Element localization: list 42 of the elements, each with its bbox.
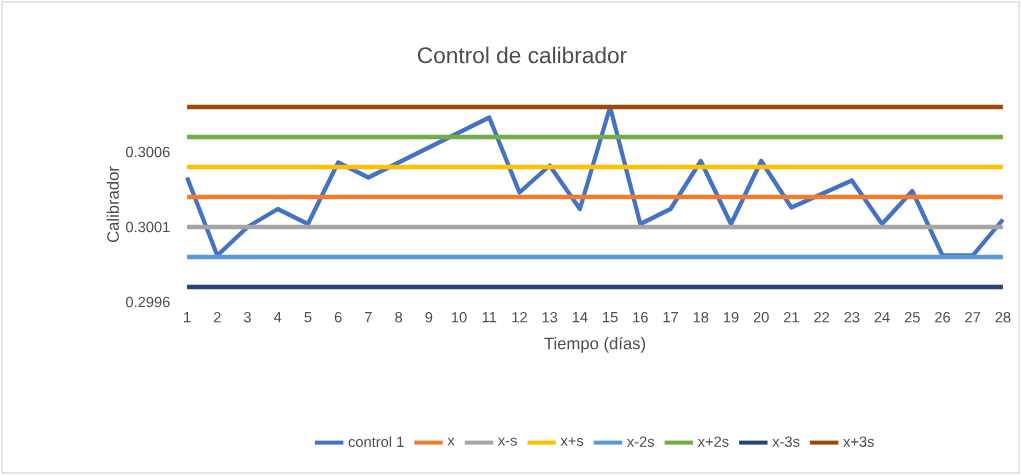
x-tick-label: 14 (572, 312, 588, 323)
x-tick-label: 26 (935, 312, 950, 323)
legend-label: x-3s (772, 436, 800, 447)
x-tick-label: 10 (451, 312, 467, 323)
x-tick-label: 25 (904, 312, 920, 323)
legend-label: x+3s (843, 436, 874, 447)
x-tick-label: 5 (304, 312, 312, 323)
x-tick-label: 27 (965, 312, 981, 323)
x-tick-label: 13 (542, 312, 558, 323)
chart-title: Control de calibrador (417, 46, 627, 64)
x-tick-label: 23 (844, 312, 860, 323)
x-tick-label: 24 (874, 312, 890, 323)
x-tick-label: 19 (723, 312, 739, 323)
y-tick-label: 0.2996 (126, 296, 170, 308)
legend-label: x-2s (627, 436, 655, 447)
x-tick-label: 18 (693, 312, 709, 323)
x-tick-label: 22 (814, 312, 830, 323)
x-tick-label: 3 (244, 312, 251, 323)
x-tick-label: 1 (184, 312, 191, 323)
x-tick-label: 17 (663, 312, 678, 323)
x-tick-label: 7 (365, 312, 372, 323)
legend-label: x-s (498, 437, 517, 446)
x-tick-label: 9 (425, 312, 433, 323)
legend-label: x+2s (697, 436, 729, 447)
legend-label: x+s (560, 437, 584, 446)
x-tick-label: 8 (395, 312, 403, 323)
x-tick-label: 2 (213, 312, 221, 323)
x-tick-label: 15 (603, 312, 618, 323)
x-tick-label: 16 (633, 312, 648, 323)
legend-label: control 1 (348, 436, 404, 448)
y-tick-label: 0.3001 (126, 221, 170, 233)
x-tick-label: 12 (512, 312, 527, 323)
x-tick-label: 4 (273, 312, 282, 323)
x-tick-label: 11 (482, 312, 497, 323)
x-tick-label: 21 (783, 312, 799, 323)
x-axis-title: Tiempo (días) (544, 336, 646, 353)
x-tick-label: 28 (995, 312, 1011, 323)
y-axis-title: Calibrador (106, 166, 119, 243)
y-tick-label: 0.3006 (126, 146, 170, 158)
x-tick-label: 20 (753, 312, 769, 323)
legend-label: x (447, 437, 455, 446)
x-tick-label: 6 (334, 312, 342, 323)
